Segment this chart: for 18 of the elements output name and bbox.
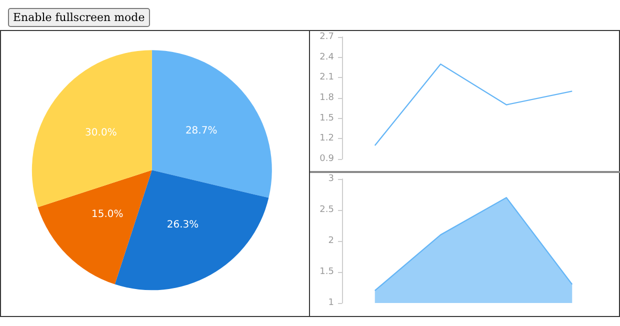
y-tick-label: 2.4 bbox=[320, 52, 334, 62]
data-label: 15.0% bbox=[91, 209, 124, 220]
text: Enable fullscreen mode bbox=[8, 8, 150, 27]
data-label: 28.7% bbox=[185, 126, 218, 137]
y-tick-label: 3 bbox=[328, 174, 334, 184]
y-tick-label: 1.5 bbox=[320, 267, 334, 277]
y-tick-label: 2.1 bbox=[320, 72, 334, 83]
y-tick-label: 1.8 bbox=[320, 93, 334, 103]
y-tick-label: 1 bbox=[328, 298, 334, 308]
y-tick-label: 2 bbox=[328, 236, 334, 246]
data-label: 26.3% bbox=[166, 220, 199, 231]
y-tick-label: 1.2 bbox=[320, 134, 334, 144]
y-tick-label: 0.9 bbox=[320, 154, 334, 164]
line-series bbox=[374, 64, 573, 146]
data-label: 30.0% bbox=[85, 128, 117, 139]
y-tick-label: 2.7 bbox=[320, 32, 334, 42]
y-tick-label: 2.5 bbox=[320, 205, 334, 215]
y-tick-label: 1.5 bbox=[320, 113, 334, 124]
